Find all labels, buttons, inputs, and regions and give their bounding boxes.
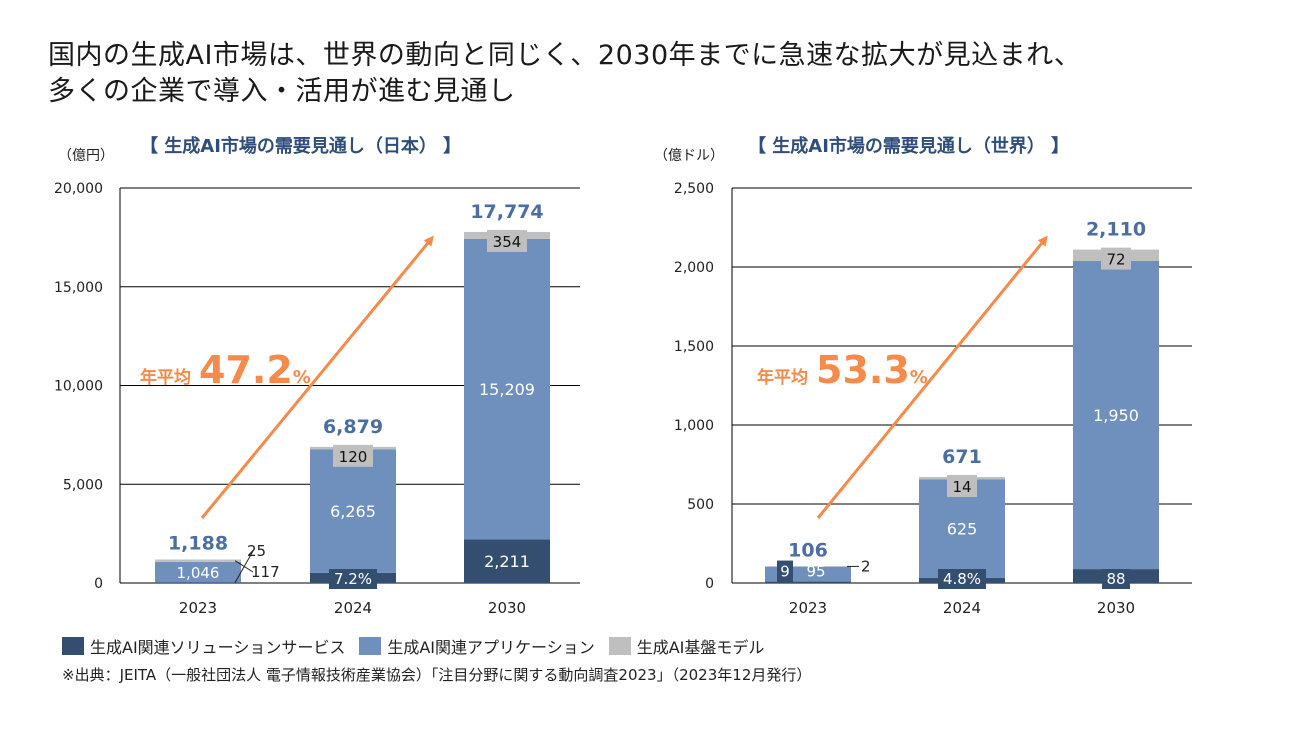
cagr-unit: %: [293, 367, 311, 388]
total-label: 17,774: [470, 201, 543, 223]
y-tick-label: 2,500: [674, 181, 714, 197]
data-label-box-services: [777, 560, 793, 583]
headline-line-1: 国内の生成AI市場は、世界の動向と同じく、2030年までに急速な拡大が見込まれ、: [48, 40, 1082, 71]
data-label-applications: 15,209: [479, 380, 535, 399]
chart-title: 【 生成AI市場の需要見通し（日本） 】: [140, 135, 461, 157]
bar-services: [464, 539, 550, 583]
bar-foundation: [155, 559, 241, 562]
legend-swatch-applications: [359, 637, 382, 655]
data-label-box-services: [1102, 569, 1130, 589]
legend-swatch-services: [62, 637, 84, 655]
chart-world: （億ドル） 【 生成AI市場の需要見通し（世界） 】 0 500 1,000 1,500 2…: [654, 135, 1192, 617]
cagr-prefix: 年平均: [140, 367, 191, 388]
data-label-applications: 1,046: [177, 564, 220, 582]
growth-arrow: [816, 235, 1048, 519]
cagr-value: 53.3: [816, 348, 910, 392]
growth-arrow: [200, 235, 434, 519]
x-tick-label: 2030: [1097, 599, 1135, 617]
legend-label-services: 生成AI関連ソリューションサービス: [90, 638, 346, 657]
bar-services: [765, 581, 851, 583]
y-tick-label: 0: [94, 576, 103, 592]
y-unit-label: （億ドル）: [654, 148, 724, 164]
y-tick-label: 500: [687, 497, 714, 513]
x-tick-label: 2023: [179, 599, 217, 617]
bar-applications: [310, 449, 396, 573]
data-label-box-services: [938, 569, 986, 589]
data-label-foundation: 120: [339, 448, 368, 466]
y-tick-label: 10,000: [54, 379, 103, 395]
data-label-foundation: 72: [1106, 251, 1125, 269]
bar-applications: [464, 238, 550, 540]
bar-services: [155, 582, 241, 584]
y-tick-label: 1,000: [674, 418, 714, 434]
data-label-applications: 1,950: [1093, 406, 1139, 425]
leader-line-foundation: [234, 560, 254, 573]
y-tick-label: 1,500: [674, 339, 714, 355]
x-tick-label: 2024: [943, 599, 981, 617]
data-label-box-services: [329, 569, 377, 589]
data-label-services: 25: [247, 542, 266, 560]
legend-swatch-foundation: [608, 637, 631, 655]
legend-item-foundation: 生成AI基盤モデル: [608, 634, 765, 658]
total-label: 671: [942, 446, 982, 468]
data-label-box-foundation: [487, 229, 527, 252]
y-tick-label: 2,000: [674, 260, 714, 276]
y-unit-label: （億円）: [58, 148, 114, 164]
legend-item-services: 生成AI関連ソリューションサービス: [62, 634, 345, 658]
cagr-prefix: 年平均: [757, 367, 808, 388]
cagr-value: 47.2: [199, 348, 293, 392]
data-label-foundation: 2: [861, 557, 871, 575]
data-label-services: 4.8%: [943, 570, 981, 588]
y-tick-label: 0: [705, 576, 714, 592]
legend-item-applications: 生成AI関連アプリケーション: [359, 634, 595, 658]
total-label: 6,879: [323, 416, 383, 438]
y-tick-label: 15,000: [54, 280, 103, 296]
chart-title: 【 生成AI市場の需要見通し（世界） 】: [748, 135, 1069, 157]
bar-applications: [1073, 260, 1159, 570]
data-label-box-foundation: [333, 444, 373, 467]
y-tick-label: 5,000: [63, 477, 103, 493]
x-tick-label: 2024: [334, 599, 372, 617]
data-label-services: 7.2%: [334, 570, 372, 588]
data-label-services: 2,211: [484, 552, 530, 571]
data-label-applications: 95: [806, 563, 825, 581]
legend: 生成AI関連ソリューションサービス 生成AI関連アプリケーション 生成AI基盤モ…: [62, 634, 778, 658]
headline-line-2: 多くの企業で導入・活用が進む見通し: [48, 76, 516, 107]
chart-japan: （億円） 【 生成AI市場の需要見通し（日本） 】 0 5,000 10,000 15,0…: [54, 135, 580, 617]
legend-label-applications: 生成AI関連アプリケーション: [387, 638, 595, 657]
cagr-label: 年平均 53.3%: [757, 348, 928, 392]
source-note: ※出典：JEITA（一般社団法人 電子情報技術産業協会）「注目分野に関する動向調…: [62, 666, 812, 684]
data-label-foundation: 354: [493, 233, 522, 251]
headline: 国内の生成AI市場は、世界の動向と同じく、2030年までに急速な拡大が見込まれ、…: [48, 38, 1268, 110]
data-label-services: 88: [1106, 570, 1125, 588]
cagr-label: 年平均 47.2%: [140, 348, 311, 392]
data-label-applications: 625: [947, 520, 978, 539]
data-label-applications: 6,265: [330, 502, 376, 521]
bar-foundation: [765, 566, 851, 567]
total-label: 1,188: [168, 533, 228, 555]
data-label-services: 9: [780, 563, 790, 581]
total-label: 2,110: [1086, 219, 1146, 241]
total-label: 106: [788, 539, 828, 561]
y-tick-label: 20,000: [54, 181, 103, 197]
legend-label-foundation: 生成AI基盤モデル: [636, 638, 765, 657]
cagr-unit: %: [910, 367, 928, 388]
bar-applications: [155, 561, 241, 583]
data-label-box-foundation: [1101, 247, 1131, 270]
data-label-foundation: 14: [952, 478, 971, 496]
data-label-foundation: 117: [251, 563, 280, 581]
data-label-box-foundation: [947, 474, 977, 497]
x-tick-label: 2023: [789, 599, 827, 617]
x-tick-label: 2030: [488, 599, 526, 617]
